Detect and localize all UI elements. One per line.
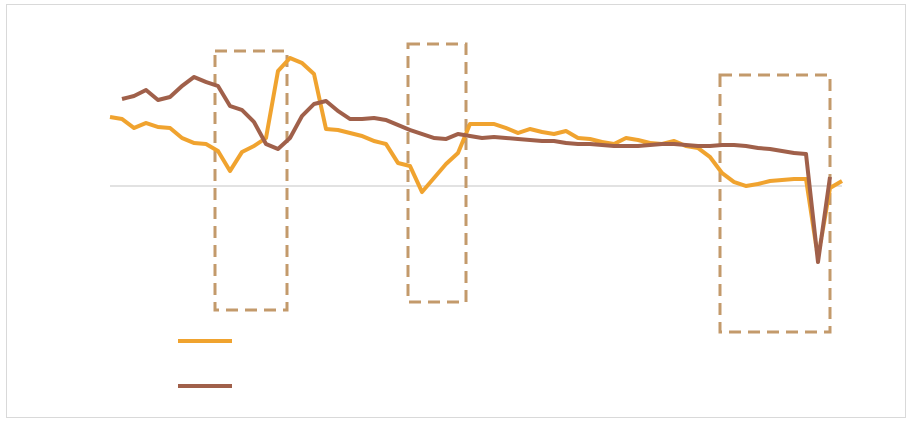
data-line bbox=[121, 75, 832, 264]
highlight-box bbox=[406, 42, 468, 304]
data-line bbox=[109, 56, 844, 260]
highlight-box bbox=[718, 73, 832, 334]
highlight-boxes bbox=[213, 42, 832, 334]
chart-border bbox=[6, 4, 906, 418]
highlight-box bbox=[213, 49, 289, 312]
